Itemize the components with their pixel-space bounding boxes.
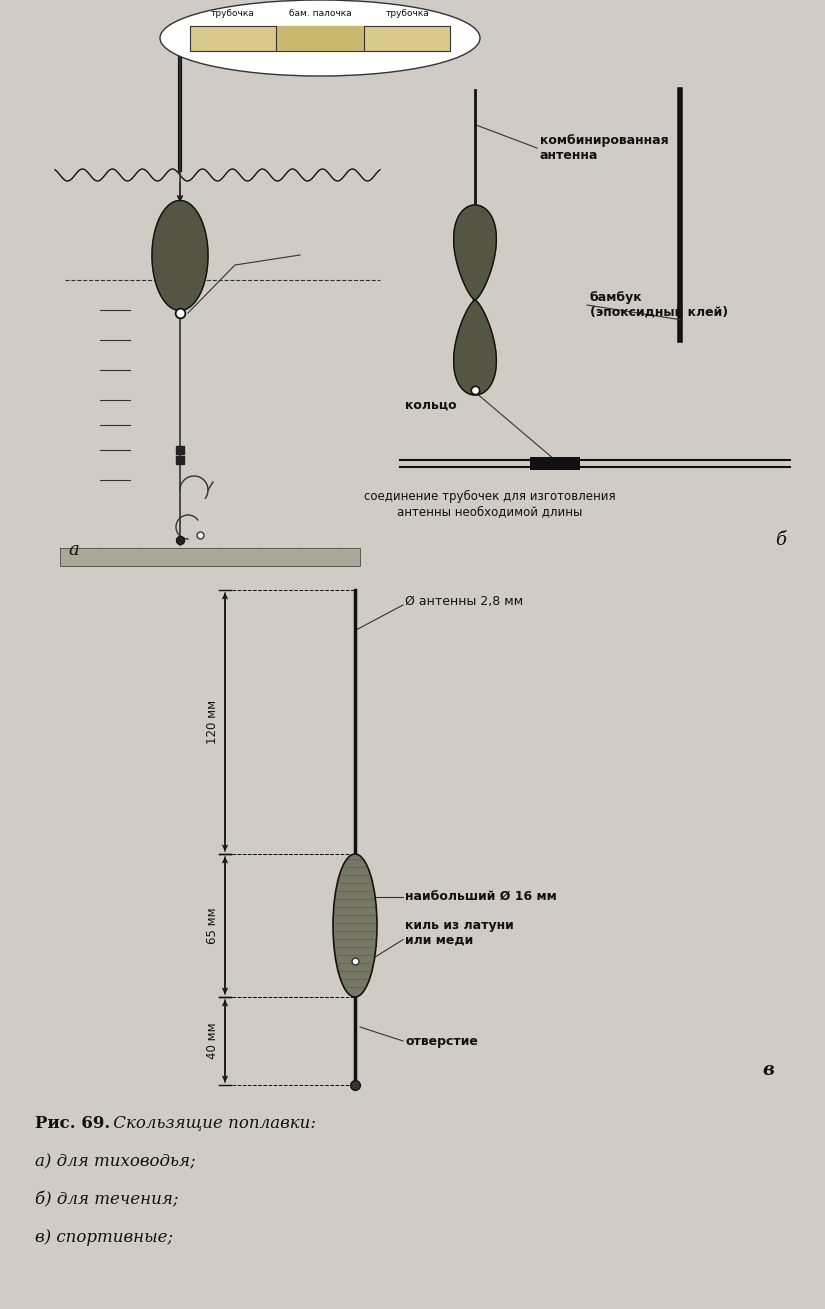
Text: бам. палочка: бам. палочка [289,9,351,18]
Text: киль из латуни
или меди: киль из латуни или меди [405,919,514,946]
Text: комбинированная
антенна: комбинированная антенна [540,134,668,162]
Text: трубочка: трубочка [211,9,255,18]
Ellipse shape [333,853,377,997]
Text: соединение трубочек для изготовления
антенны необходимой длины: соединение трубочек для изготовления ант… [364,490,615,518]
Polygon shape [152,200,208,310]
Text: Рис. 69.: Рис. 69. [35,1115,111,1132]
Bar [530,457,580,470]
Text: а) для тиховодья;: а) для тиховодья; [35,1153,196,1170]
Bar [276,26,364,51]
Text: в: в [762,1062,774,1079]
Bar [60,548,360,565]
Bar [190,26,450,51]
Text: 120 мм: 120 мм [206,700,219,744]
Text: Ø антенны 2,8 мм: Ø антенны 2,8 мм [405,596,523,607]
Text: отверстие: отверстие [405,1034,478,1047]
Text: бамбук
(эпоксидный клей): бамбук (эпоксидный клей) [590,291,728,319]
Text: 65 мм: 65 мм [206,907,219,944]
Text: Скользящие поплавки:: Скользящие поплавки: [108,1115,316,1132]
Text: б: б [775,531,786,548]
Text: наибольший Ø 16 мм: наибольший Ø 16 мм [405,890,557,903]
Text: а: а [68,541,78,559]
Text: 40 мм: 40 мм [206,1022,219,1059]
Text: кольцо: кольцо [405,398,456,411]
Ellipse shape [160,0,480,76]
Text: в) спортивные;: в) спортивные; [35,1229,173,1246]
Text: б) для течения;: б) для течения; [35,1191,178,1208]
Text: трубочка: трубочка [385,9,429,18]
Polygon shape [454,206,497,395]
